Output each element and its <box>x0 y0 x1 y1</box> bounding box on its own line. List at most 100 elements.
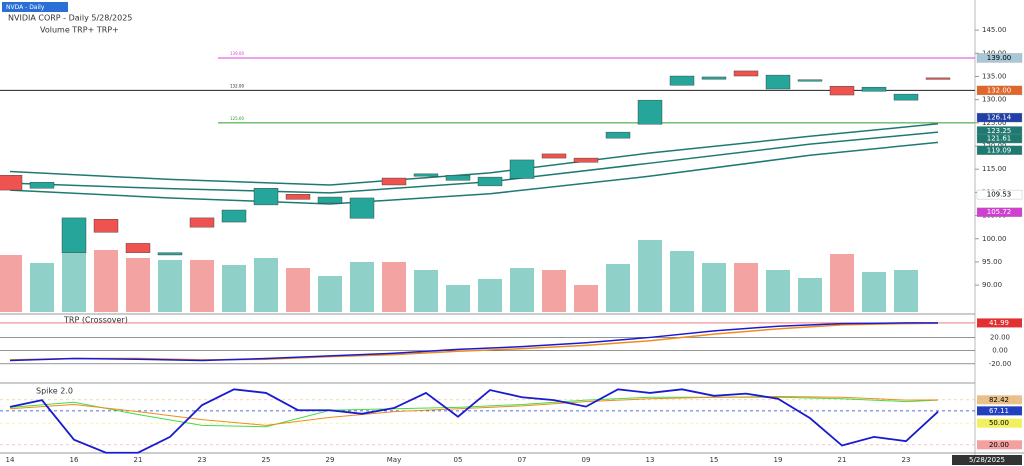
x-tick-label: 07 <box>518 456 527 464</box>
candle-body <box>605 131 631 139</box>
candle-body <box>0 175 23 191</box>
candle-body <box>253 188 279 206</box>
volume-bar <box>446 285 470 312</box>
candle-body <box>797 79 823 82</box>
candle-body <box>317 196 343 204</box>
volume-bar <box>798 278 822 312</box>
candle-body <box>861 86 887 92</box>
price-tag-label: 119.09 <box>987 146 1012 154</box>
tab-label[interactable]: NVDA - Daily <box>6 4 45 11</box>
volume-bar <box>478 279 502 312</box>
spike-line <box>9 388 939 454</box>
price-tag-label: 126.14 <box>987 114 1012 122</box>
title: NVIDIA CORP - Daily 5/28/2025 <box>8 14 132 23</box>
candle-body <box>541 153 567 159</box>
y-tick-label: -20.00 <box>989 360 1012 368</box>
band-line <box>9 141 939 205</box>
price-tag-label: 121.61 <box>987 135 1012 143</box>
y-tick-label: 130.00 <box>982 96 1007 104</box>
volume-bar <box>414 270 438 312</box>
candle-body <box>669 75 695 86</box>
volume-bar <box>350 262 374 312</box>
y-tick-label: 100.00 <box>982 235 1007 243</box>
candle-body <box>445 175 471 181</box>
volume-bar <box>702 263 726 312</box>
price-tag-label: 123.25 <box>987 127 1012 135</box>
x-tick-label: 16 <box>70 456 79 464</box>
candle-body <box>925 77 951 80</box>
trp-line <box>9 322 939 362</box>
candle-body <box>93 219 119 233</box>
level-label: 139.00 <box>230 51 244 56</box>
x-tick-label: 05 <box>454 456 463 464</box>
volume-bar <box>542 270 566 312</box>
candle-body <box>157 252 183 256</box>
x-tick-label: 21 <box>134 456 143 464</box>
candle-body <box>29 181 55 189</box>
value-tag <box>977 440 1022 450</box>
candle-body <box>733 70 759 77</box>
volume-bar <box>254 258 278 312</box>
y-tick-label: 0.00 <box>992 347 1008 355</box>
candle-body <box>477 176 503 187</box>
candle-body <box>61 217 87 253</box>
pane-title: TRP (Crossover) <box>63 316 128 325</box>
x-tick-label: 09 <box>582 456 591 464</box>
value-tag <box>977 418 1022 428</box>
candle-body <box>381 177 407 186</box>
price-tag-label: 139.00 <box>987 54 1012 62</box>
date-box <box>952 455 1022 465</box>
price-tag <box>976 85 1023 96</box>
volume-bar <box>286 268 310 312</box>
candle-body <box>285 194 311 200</box>
value-tag-label: 50.00 <box>989 419 1009 427</box>
level-label: 125.00 <box>230 116 244 121</box>
y-tick-label: 125.00 <box>982 119 1007 127</box>
candle-body <box>189 217 215 228</box>
price-tag-label: 105.72 <box>987 208 1012 216</box>
price-tag <box>976 133 1023 144</box>
volume-bar <box>158 260 182 312</box>
value-tag <box>977 318 1022 328</box>
spike-line <box>9 396 939 428</box>
x-tick-label: 15 <box>710 456 719 464</box>
value-tag <box>977 395 1022 405</box>
candle-body <box>701 76 727 80</box>
y-tick-label: 95.00 <box>982 258 1002 266</box>
x-tick-label: 21 <box>838 456 847 464</box>
value-tag <box>977 406 1022 416</box>
y-tick-label: 90.00 <box>982 281 1002 289</box>
volume-bar <box>574 285 598 312</box>
band-line <box>9 123 939 186</box>
volume-bar <box>830 254 854 312</box>
spike-line <box>9 396 939 426</box>
x-tick-label: 13 <box>646 456 655 464</box>
x-tick-label: 19 <box>774 456 783 464</box>
x-tick-label: May <box>387 456 401 464</box>
volume-bar <box>766 270 790 312</box>
tab[interactable] <box>2 2 68 12</box>
price-tag-label: 132.00 <box>987 86 1012 94</box>
value-tag-label: 41.99 <box>989 319 1009 327</box>
candle-body <box>893 93 919 101</box>
studies: Volume TRP+ TRP+ <box>40 26 119 35</box>
value-tag-label: 67.11 <box>989 407 1009 415</box>
x-tick-label: 23 <box>902 456 911 464</box>
volume-bar <box>510 268 534 312</box>
level-label: 132.00 <box>230 83 244 88</box>
price-tag <box>976 53 1023 63</box>
volume-bar <box>190 260 214 312</box>
x-tick-label: 23 <box>198 456 207 464</box>
value-tag-label: 20.00 <box>989 441 1009 449</box>
volume-bar <box>670 251 694 312</box>
candle-body <box>829 86 855 96</box>
candle-body <box>765 74 791 90</box>
price-tag <box>976 112 1023 123</box>
volume-bar <box>0 255 22 312</box>
x-tick-label: 14 <box>6 456 15 464</box>
price-tag <box>976 145 1023 155</box>
candle-body <box>413 173 439 177</box>
